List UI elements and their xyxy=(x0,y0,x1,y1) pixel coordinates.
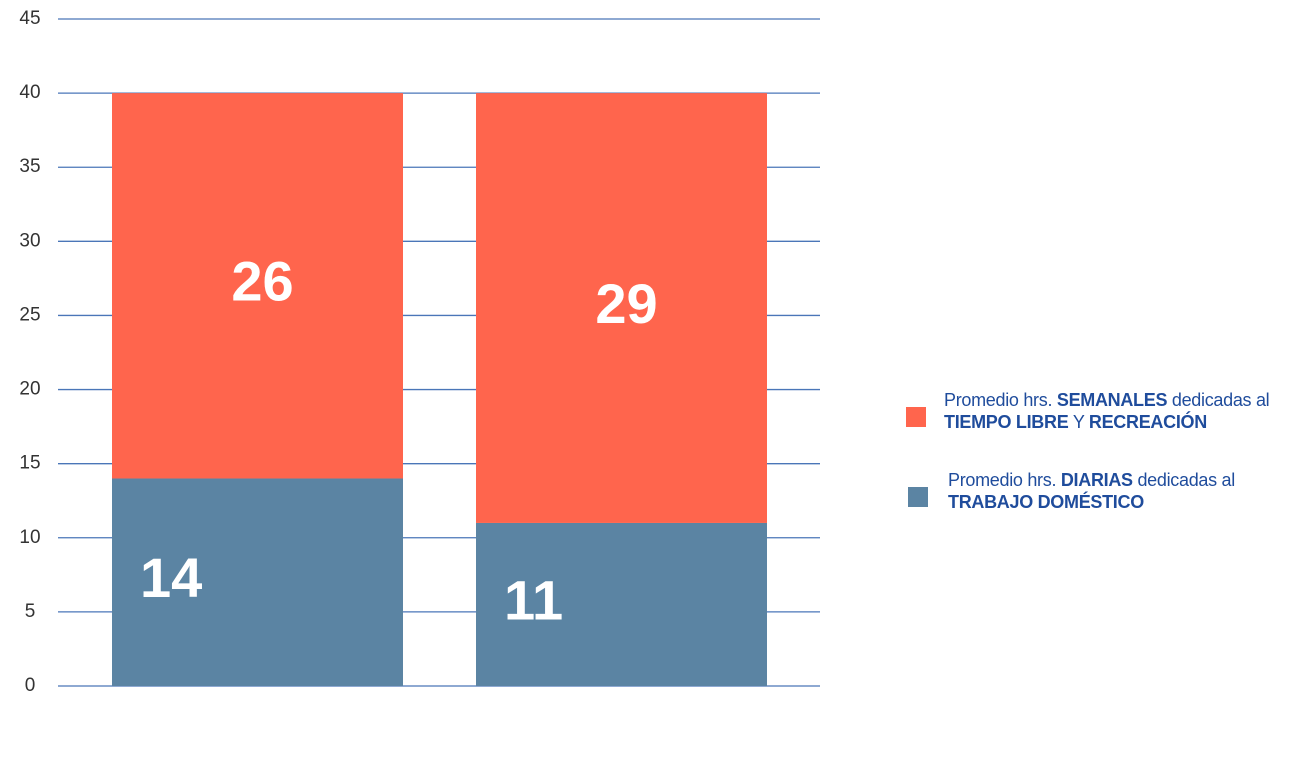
y-tick-label: 10 xyxy=(19,527,40,548)
value-label: 26 xyxy=(231,250,293,313)
value-label: 11 xyxy=(504,568,563,631)
y-tick-label: 15 xyxy=(19,453,40,474)
y-tick-label: 35 xyxy=(19,156,40,177)
y-tick-label: 25 xyxy=(19,304,40,325)
y-tick-label: 5 xyxy=(25,601,36,622)
y-tick-label: 0 xyxy=(25,675,36,696)
y-tick-label: 45 xyxy=(19,8,40,29)
y-tick-label: 40 xyxy=(19,82,40,103)
page: 0 5 10 15 20 25 30 35 40 45 14 26 11 29 Promedio hrs.… xyxy=(0,0,1302,783)
legend-label: Promedio hrs. SEMANALES dedicadas al TIE… xyxy=(944,389,1302,433)
value-label: 29 xyxy=(595,272,657,335)
legend-label: Promedio hrs. DIARIAS dedicadas al TRABA… xyxy=(948,469,1302,513)
y-tick-label: 20 xyxy=(19,379,40,400)
legend-swatch xyxy=(906,407,926,427)
legend-swatch xyxy=(908,487,928,507)
value-label: 14 xyxy=(140,546,202,609)
y-tick-label: 30 xyxy=(19,230,40,251)
